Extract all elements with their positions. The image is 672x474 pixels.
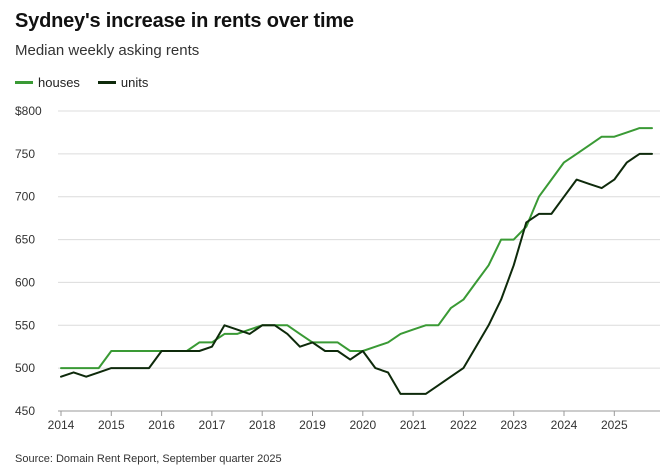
legend-label-houses: houses <box>38 75 80 90</box>
legend-item-units: units <box>97 75 149 90</box>
x-tick-label: 2014 <box>48 418 75 432</box>
legend: houses units <box>15 75 166 90</box>
y-tick-label: 500 <box>15 361 35 375</box>
y-tick-label: 600 <box>15 275 35 289</box>
x-tick-label: 2016 <box>148 418 175 432</box>
chart-title: Sydney's increase in rents over time <box>15 10 354 32</box>
x-tick-label: 2017 <box>199 418 226 432</box>
y-tick-label: $800 <box>15 104 42 118</box>
y-tick-label: 700 <box>15 190 35 204</box>
y-tick-label: 650 <box>15 233 35 247</box>
y-tick-label: 550 <box>15 318 35 332</box>
x-tick-label: 2019 <box>299 418 326 432</box>
legend-label-units: units <box>120 75 149 90</box>
series-line-units <box>60 152 653 395</box>
legend-item-houses: houses <box>15 75 80 90</box>
y-tick-label: 450 <box>15 404 35 418</box>
x-tick-label: 2020 <box>349 418 376 432</box>
legend-swatch-houses <box>15 81 33 84</box>
legend-swatch-units <box>97 81 116 84</box>
series-line-houses <box>60 127 653 370</box>
source-note: Source: Domain Rent Report, September qu… <box>15 453 282 465</box>
x-tick-label: 2025 <box>601 418 628 432</box>
chart-subtitle: Median weekly asking rents <box>15 42 200 59</box>
x-tick-label: 2018 <box>249 418 276 432</box>
x-tick-label: 2024 <box>551 418 578 432</box>
x-tick-label: 2022 <box>450 418 477 432</box>
x-tick-label: 2023 <box>500 418 527 432</box>
x-tick-label: 2015 <box>98 418 125 432</box>
y-tick-label: 750 <box>15 147 35 161</box>
x-tick-label: 2021 <box>400 418 427 432</box>
